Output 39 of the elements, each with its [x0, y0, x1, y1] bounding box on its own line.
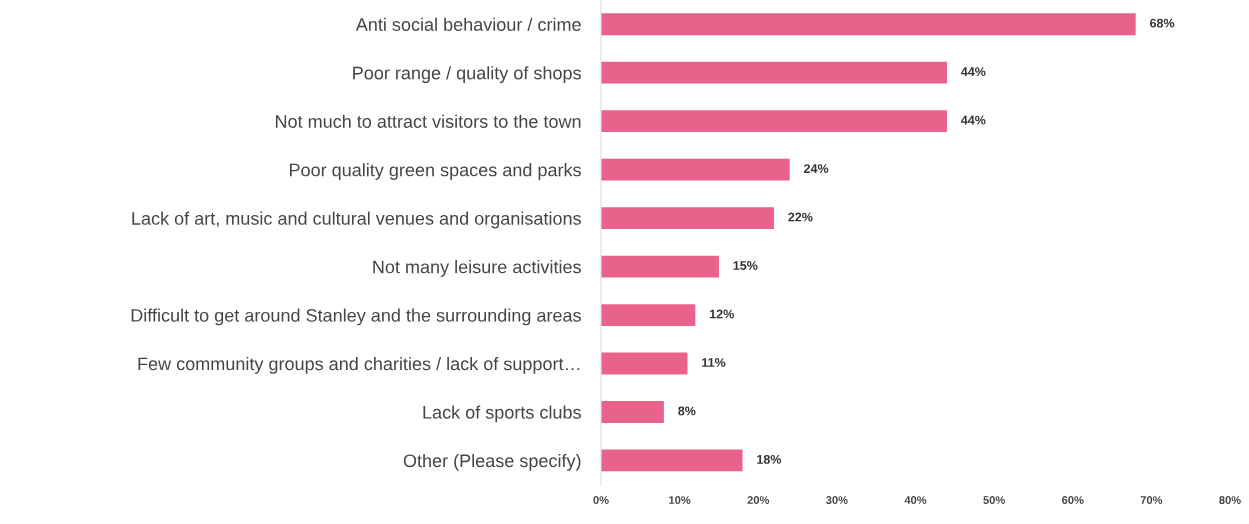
- bar: [601, 352, 688, 375]
- bar: [601, 13, 1136, 36]
- x-tick-label: 20%: [747, 496, 770, 504]
- data-label: 22%: [788, 212, 813, 222]
- data-label: 18%: [757, 454, 782, 464]
- data-label: 24%: [804, 164, 829, 173]
- data-label: 44%: [961, 67, 986, 77]
- x-tick-label: 60%: [1062, 496, 1084, 504]
- y-tick-label: Other (Please specify): [403, 453, 581, 471]
- bar: [601, 110, 947, 133]
- data-label: 12%: [710, 309, 734, 319]
- x-tick-label: 40%: [904, 496, 927, 504]
- y-tick-label: Few community groups and charities / lack of support…: [138, 356, 580, 374]
- y-tick-label: Poor range / quality of shops: [353, 66, 581, 83]
- y-tick-label: Poor quality green spaces and parks: [289, 163, 581, 180]
- bar: [601, 401, 664, 423]
- bar: [601, 207, 774, 230]
- bar: [601, 158, 790, 181]
- y-tick-label: Anti social behaviour / crime: [355, 17, 581, 31]
- y-tick-label: Lack of art, music and cultural venues and organisations: [132, 211, 581, 229]
- data-label: 8%: [678, 406, 696, 416]
- y-tick-label: Difficult to get around Stanley and the surrounding areas: [131, 308, 581, 326]
- x-tick-label: 70%: [1140, 496, 1163, 504]
- bar: [601, 255, 719, 278]
- y-tick-label: Not many leisure activities: [373, 260, 581, 277]
- data-label: 15%: [733, 261, 758, 270]
- bar: [601, 304, 696, 326]
- y-tick-label: Not much to attract visitors to the town: [275, 114, 581, 128]
- bar: [601, 449, 743, 472]
- data-label: 44%: [961, 115, 986, 125]
- data-label: 11%: [702, 358, 726, 367]
- bar: [601, 61, 947, 84]
- x-tick-label: 80%: [1219, 496, 1241, 504]
- x-tick-label: 30%: [826, 496, 848, 504]
- x-tick-label: 10%: [669, 496, 691, 504]
- data-label: 68%: [1150, 18, 1175, 28]
- x-tick-label: 0%: [593, 496, 609, 504]
- y-tick-label: Lack of sports clubs: [423, 405, 581, 423]
- x-tick-label: 50%: [983, 496, 1005, 504]
